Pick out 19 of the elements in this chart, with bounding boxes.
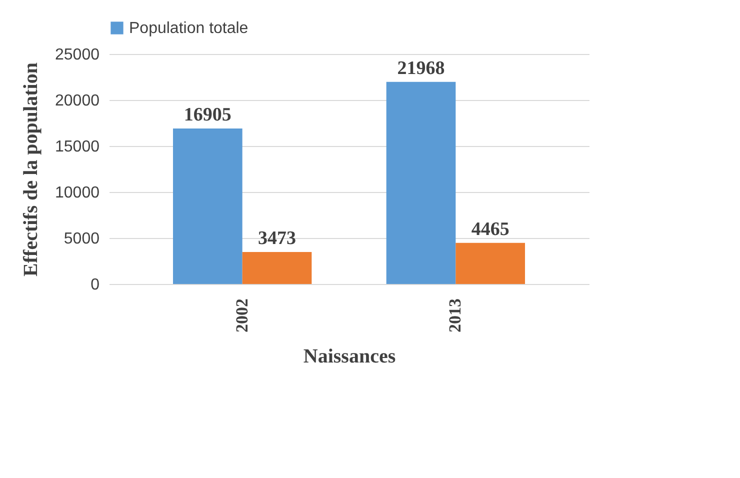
y-tick-label: 0 xyxy=(90,276,100,294)
x-tick-label: 2002 xyxy=(232,298,252,332)
data-label: 4465 xyxy=(471,218,510,240)
data-label: 16905 xyxy=(184,104,232,126)
y-tick-label: 10000 xyxy=(55,184,100,202)
bar xyxy=(173,128,242,284)
data-label: 21968 xyxy=(397,58,445,79)
bar xyxy=(456,242,525,284)
bar xyxy=(386,82,456,284)
legend-label: Population totale xyxy=(129,20,248,37)
y-tick-label: 15000 xyxy=(55,138,100,156)
y-tick-label: 5000 xyxy=(64,230,100,248)
bar xyxy=(242,252,312,284)
x-axis-title: Naissances xyxy=(303,346,396,368)
data-label: 3473 xyxy=(258,228,296,250)
x-tick-label: 2013 xyxy=(446,298,465,332)
y-tick-label: 25000 xyxy=(55,46,100,64)
y-tick-label: 20000 xyxy=(55,92,100,110)
y-axis-title: Effectifs de la population xyxy=(20,62,42,276)
